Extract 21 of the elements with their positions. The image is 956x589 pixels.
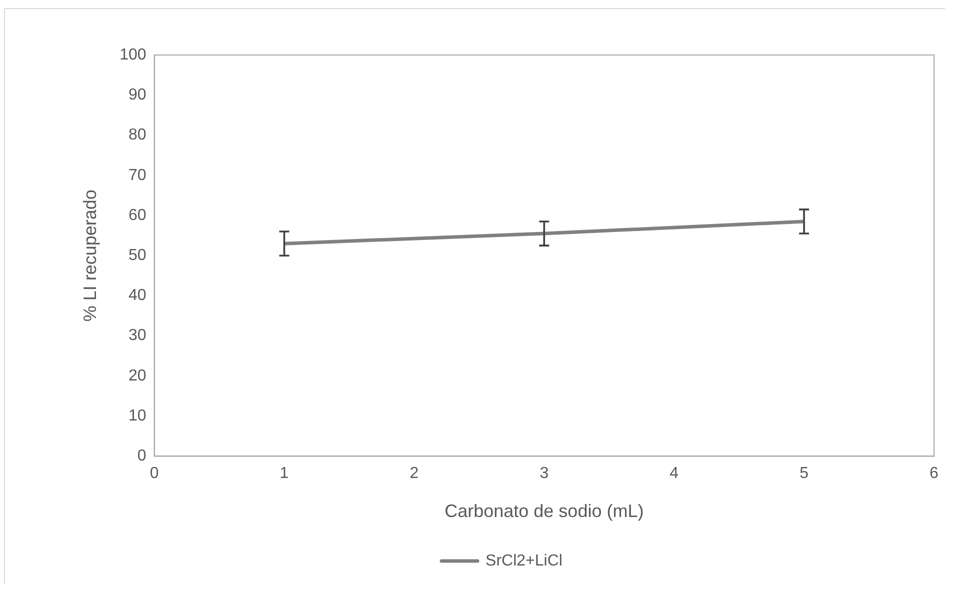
x-axis-title: Carbonato de sodio (mL) <box>444 501 644 522</box>
y-tick-label: 0 <box>137 448 146 465</box>
x-tick-label: 3 <box>540 465 549 482</box>
y-tick-label: 50 <box>128 247 146 264</box>
x-tick-label: 4 <box>670 465 679 482</box>
y-tick-label: 30 <box>128 327 146 344</box>
y-tick-label: 20 <box>128 367 146 384</box>
legend-label: SrCl2+LiCl <box>486 552 562 570</box>
x-tick-label: 1 <box>280 465 289 482</box>
x-tick-label: 0 <box>150 465 159 482</box>
y-tick-label: 90 <box>128 86 146 104</box>
x-tick-label: 2 <box>410 465 419 482</box>
y-tick-label: 80 <box>128 126 146 144</box>
y-axis-title: % LI recuperado <box>80 190 100 322</box>
y-tick-label: 10 <box>128 407 146 424</box>
x-tick-label: 6 <box>930 465 939 482</box>
y-tick-label: 40 <box>128 287 146 304</box>
x-tick-label: 5 <box>800 465 809 482</box>
y-tick-label: 60 <box>128 206 146 224</box>
y-tick-label: 70 <box>128 166 146 184</box>
y-tick-label: 100 <box>120 46 146 64</box>
